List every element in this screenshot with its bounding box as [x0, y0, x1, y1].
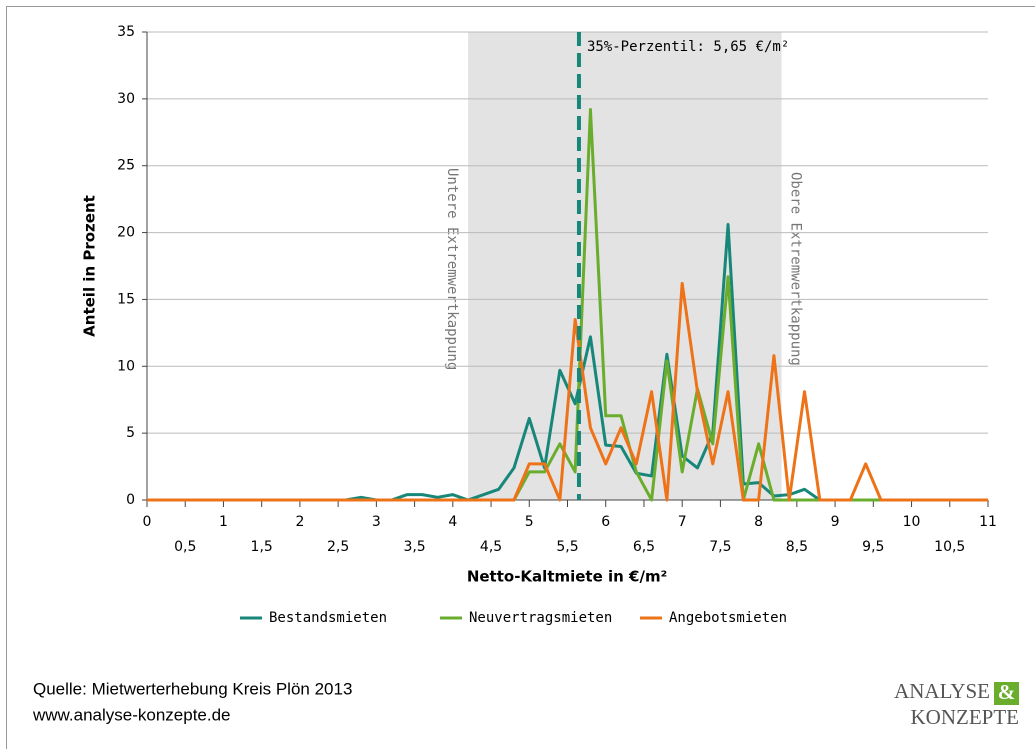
band-label: Obere Extremwertkappung — [788, 172, 804, 366]
logo-text: & — [998, 680, 1016, 704]
x-tick-label: 5,5 — [556, 539, 578, 555]
x-tick-label: 3,5 — [403, 539, 425, 555]
x-tick-label: 6,5 — [633, 539, 655, 555]
legend-label: Neuvertragsmieten — [469, 610, 612, 626]
y-tick-label: 25 — [117, 158, 135, 174]
x-tick-label: 10,5 — [934, 539, 965, 555]
x-tick-label: 8 — [754, 514, 763, 530]
x-tick-label: 1,5 — [251, 539, 273, 555]
y-tick-label: 0 — [126, 492, 135, 508]
y-tick-label: 20 — [117, 225, 135, 241]
y-tick-label: 15 — [117, 291, 135, 307]
source-line: www.analyse-konzepte.de — [32, 705, 231, 724]
y-axis-label: Anteil in Prozent — [81, 195, 99, 337]
x-tick-label: 2 — [295, 514, 304, 530]
x-tick-label: 8,5 — [786, 539, 808, 555]
y-tick-label: 30 — [117, 91, 135, 107]
x-tick-label: 0 — [143, 514, 152, 530]
reference-label: 35%-Perzentil: 5,65 €/m² — [587, 39, 789, 55]
x-tick-label: 5 — [525, 514, 534, 530]
series-line — [147, 281, 988, 502]
x-tick-label: 4,5 — [480, 539, 502, 555]
logo-text: KONZEPTE — [911, 705, 1020, 729]
x-tick-label: 2,5 — [327, 539, 349, 555]
x-tick-label: 11 — [979, 514, 997, 530]
x-tick-label: 4 — [448, 514, 457, 530]
x-tick-label: 10 — [903, 514, 921, 530]
y-tick-label: 10 — [117, 358, 135, 374]
x-tick-label: 6 — [601, 514, 610, 530]
band-label: Untere Extremwertkappung — [444, 168, 460, 370]
x-axis-label: Netto-Kaltmiete in €/m² — [467, 568, 667, 586]
logo-text: ANALYSE — [894, 679, 990, 703]
x-tick-label: 1 — [219, 514, 228, 530]
x-tick-label: 9 — [831, 514, 840, 530]
logo-box — [994, 682, 1019, 705]
x-tick-label: 9,5 — [862, 539, 884, 555]
y-tick-label: 5 — [126, 425, 135, 441]
x-tick-label: 7,5 — [709, 539, 731, 555]
legend-label: Angebotsmieten — [669, 610, 787, 626]
frame — [6, 6, 1035, 749]
x-tick-label: 0,5 — [174, 539, 196, 555]
x-tick-label: 3 — [372, 514, 381, 530]
y-tick-label: 35 — [117, 24, 135, 40]
x-tick-label: 7 — [678, 514, 687, 530]
legend-label: Bestandsmieten — [269, 610, 387, 626]
source-line: Quelle: Mietwerterhebung Kreis Plön 2013 — [33, 679, 352, 698]
